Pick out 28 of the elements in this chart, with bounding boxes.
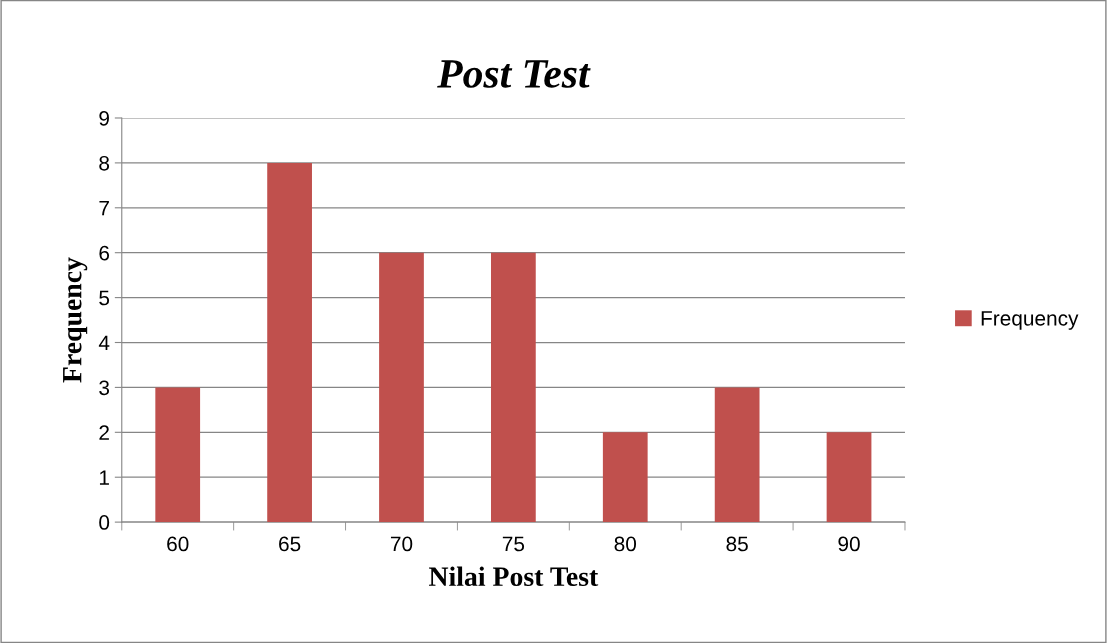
y-tick-label: 2	[99, 425, 109, 440]
x-axis-title: Nilai Post Test	[429, 566, 599, 587]
x-tick-label: 85	[726, 536, 748, 552]
x-tick-label: 65	[279, 536, 301, 552]
x-tick-label: 60	[167, 536, 189, 552]
y-tick-label: 5	[99, 290, 110, 306]
chart-title: Post Test	[437, 60, 591, 88]
y-tick-label: 7	[99, 201, 109, 216]
y-tick-label: 6	[99, 245, 110, 261]
bar	[379, 252, 424, 523]
bar	[155, 387, 201, 523]
y-tick-label: 8	[99, 155, 110, 171]
y-tick-label: 9	[99, 110, 109, 126]
bar	[714, 387, 760, 523]
x-tick-label: 75	[502, 536, 525, 552]
x-tick-label: 70	[390, 536, 413, 552]
bar	[602, 432, 648, 523]
x-tick-label: 80	[614, 536, 637, 552]
bar	[267, 162, 312, 523]
y-tick-label: 0	[99, 515, 110, 530]
y-tick-label: 1	[99, 470, 109, 485]
bar	[490, 252, 536, 523]
legend-label: Frequency	[981, 311, 1079, 330]
x-tick-label: 90	[838, 536, 860, 552]
y-axis-title: Frequency	[63, 257, 88, 383]
bar	[826, 432, 872, 523]
y-tick-label: 3	[99, 380, 110, 396]
y-tick-label: 4	[98, 335, 110, 351]
